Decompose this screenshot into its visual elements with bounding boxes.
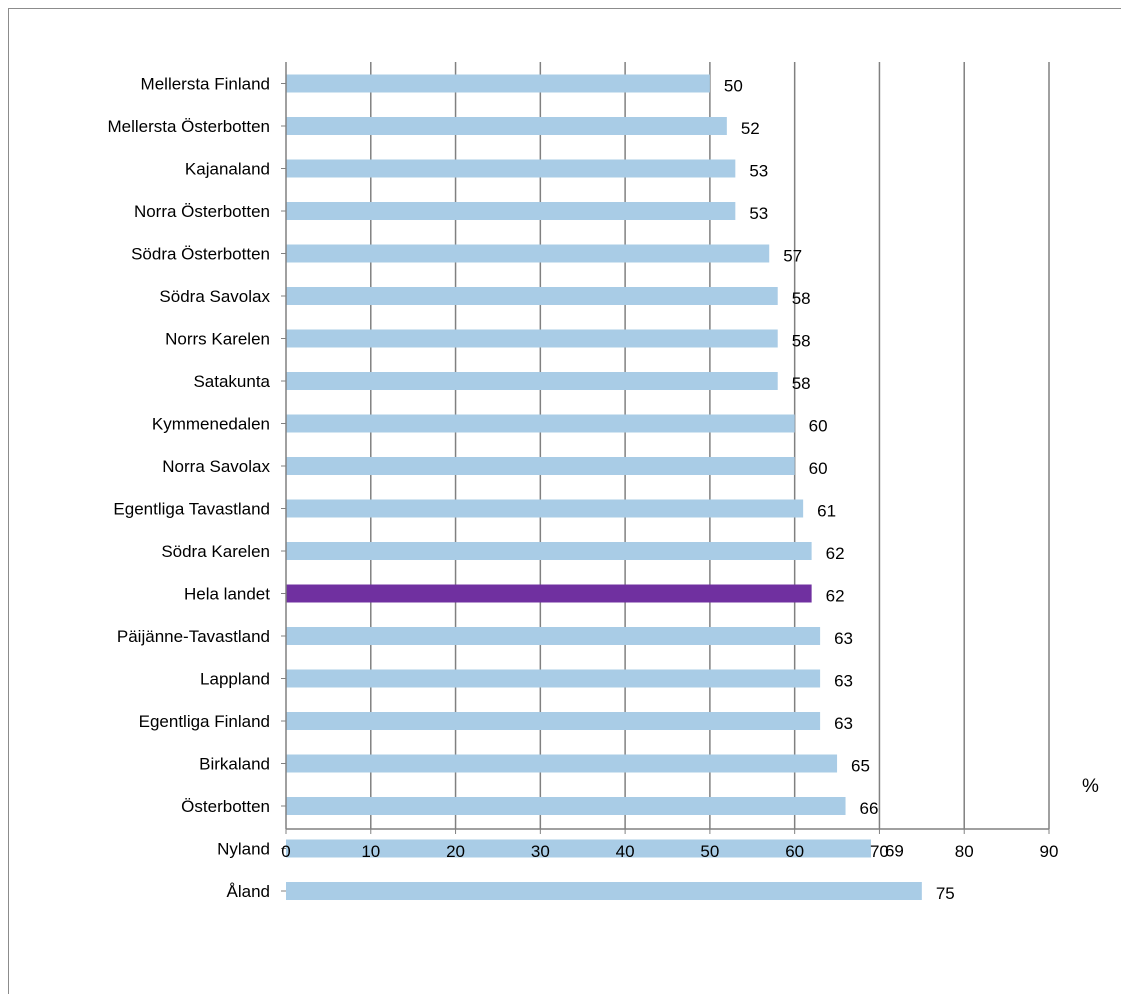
bar <box>286 882 922 900</box>
data-label: 60 <box>809 459 828 478</box>
data-label: 65 <box>851 757 870 776</box>
x-tick-labels: 0 10 20 30 40 50 60 70 80 90 <box>281 842 1058 861</box>
data-label: 62 <box>826 587 845 606</box>
category-label: Kymmenedalen <box>152 415 270 434</box>
x-tick-label: 80 <box>955 842 974 861</box>
data-label: 62 <box>826 544 845 563</box>
x-tick-label: 90 <box>1040 842 1059 861</box>
category-label: Norra Österbotten <box>134 202 270 221</box>
category-label: Södra Savolax <box>159 287 270 306</box>
category-label: Åland <box>227 882 270 901</box>
data-label: 58 <box>792 289 811 308</box>
x-tick-label: 40 <box>616 842 635 861</box>
bar <box>286 74 710 93</box>
data-label: 63 <box>834 629 853 648</box>
category-label: Hela landet <box>184 585 270 604</box>
bar <box>286 329 778 348</box>
bar <box>286 244 770 263</box>
data-label: 75 <box>936 884 955 903</box>
x-tick-label: 60 <box>785 842 804 861</box>
x-tick-label: 50 <box>700 842 719 861</box>
x-unit-label: % <box>1082 776 1099 797</box>
data-label: 60 <box>809 417 828 436</box>
bar <box>286 584 812 603</box>
bar <box>286 457 795 475</box>
data-label: 63 <box>834 714 853 733</box>
category-label: Södra Österbotten <box>131 245 270 264</box>
bar <box>286 202 736 220</box>
data-label: 53 <box>749 162 768 181</box>
data-label: 69 <box>885 842 904 861</box>
axes <box>281 62 1050 892</box>
data-label: 63 <box>834 672 853 691</box>
category-label: Egentliga Tavastland <box>113 500 270 519</box>
x-tick-label: 0 <box>281 842 290 861</box>
bar <box>286 669 821 688</box>
bars <box>286 74 922 900</box>
category-label: Norrs Karelen <box>165 330 270 349</box>
data-label: 52 <box>741 119 760 138</box>
value-labels: 50 52 53 53 57 58 58 58 60 60 61 62 62 63 63 63 65 66 69 75 <box>724 77 955 904</box>
bar <box>286 754 838 773</box>
category-label: Egentliga Finland <box>139 712 270 731</box>
category-label: Birkaland <box>199 755 270 774</box>
category-label: Norra Savolax <box>162 457 270 476</box>
bar <box>286 414 795 433</box>
bar <box>286 287 778 305</box>
bar <box>286 797 846 815</box>
bar <box>286 542 812 560</box>
data-label: 58 <box>792 374 811 393</box>
data-label: 58 <box>792 332 811 351</box>
bar <box>286 627 821 645</box>
data-label: 50 <box>724 77 743 96</box>
x-tick-label: 20 <box>446 842 465 861</box>
category-label: Nyland <box>217 840 270 859</box>
category-label: Kajanaland <box>185 160 270 179</box>
bar <box>286 159 736 178</box>
category-labels: Mellersta Finland Mellersta Österbotten Ka… <box>107 75 270 902</box>
category-label: Mellersta Österbotten <box>107 117 270 136</box>
category-label: Päijänne-Tavastland <box>117 627 270 646</box>
x-tick-label: 30 <box>531 842 550 861</box>
bar <box>286 499 804 518</box>
bar <box>286 712 821 730</box>
category-label: Mellersta Finland <box>141 75 270 94</box>
data-label: 66 <box>860 799 879 818</box>
category-label: Satakunta <box>193 372 270 391</box>
bar <box>286 372 778 390</box>
bar <box>286 117 727 135</box>
x-tick-label: 10 <box>361 842 380 861</box>
data-label: 57 <box>783 247 802 266</box>
data-label: 53 <box>749 204 768 223</box>
category-label: Södra Karelen <box>161 542 270 561</box>
x-tick-label: 70 <box>870 842 889 861</box>
category-label: Lappland <box>200 670 270 689</box>
gridlines <box>370 62 1050 829</box>
category-label: Österbotten <box>181 797 270 816</box>
data-label: 61 <box>817 502 836 521</box>
bar <box>286 839 871 858</box>
